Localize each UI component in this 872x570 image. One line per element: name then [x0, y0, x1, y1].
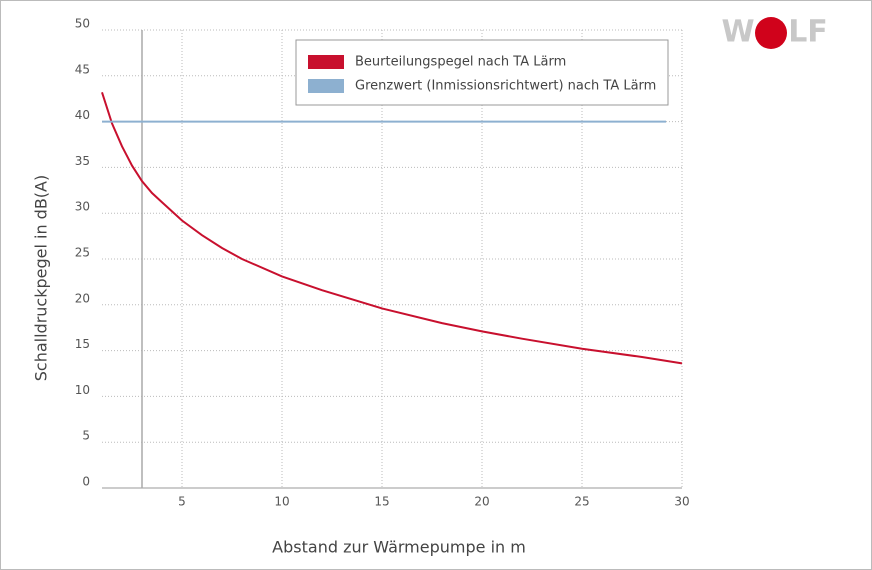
y-tick-label: 40 — [75, 108, 90, 122]
y-tick-label: 25 — [75, 246, 90, 260]
y-tick-label: 50 — [75, 17, 90, 31]
logo-left: W — [721, 15, 754, 50]
y-tick-label: 30 — [75, 200, 90, 214]
x-tick-label: 25 — [574, 495, 589, 509]
x-tick-label: 30 — [674, 495, 689, 509]
x-tick-label: 5 — [178, 495, 186, 509]
legend-label: Grenzwert (Inmissionsrichtwert) nach TA … — [355, 79, 656, 94]
series-line — [101, 91, 683, 365]
legend-swatch — [308, 55, 344, 69]
y-tick-label: 20 — [75, 291, 90, 305]
y-tick-label: 5 — [82, 429, 90, 443]
x-axis-label: Abstand zur Wärmepumpe in m — [272, 538, 526, 557]
legend: Beurteilungspegel nach TA Lärm Grenzwert … — [295, 39, 669, 106]
x-tick-label: 15 — [374, 495, 389, 509]
x-tick-label: 20 — [474, 495, 489, 509]
x-tick-label: 10 — [274, 495, 289, 509]
logo-circle — [755, 17, 787, 49]
y-tick-label: 0 — [82, 475, 90, 489]
logo: W LF — [721, 15, 827, 50]
y-tick-label: 35 — [75, 154, 90, 168]
legend-label: Beurteilungspegel nach TA Lärm — [355, 55, 566, 70]
y-tick-label: 45 — [75, 62, 90, 76]
y-tick-label: 15 — [75, 337, 90, 351]
y-axis-label: Schalldruckpegel in dB(A) — [32, 175, 51, 382]
logo-right: LF — [788, 15, 828, 50]
legend-swatch — [308, 79, 344, 93]
y-tick-label: 10 — [75, 383, 90, 397]
legend-box — [295, 39, 669, 106]
